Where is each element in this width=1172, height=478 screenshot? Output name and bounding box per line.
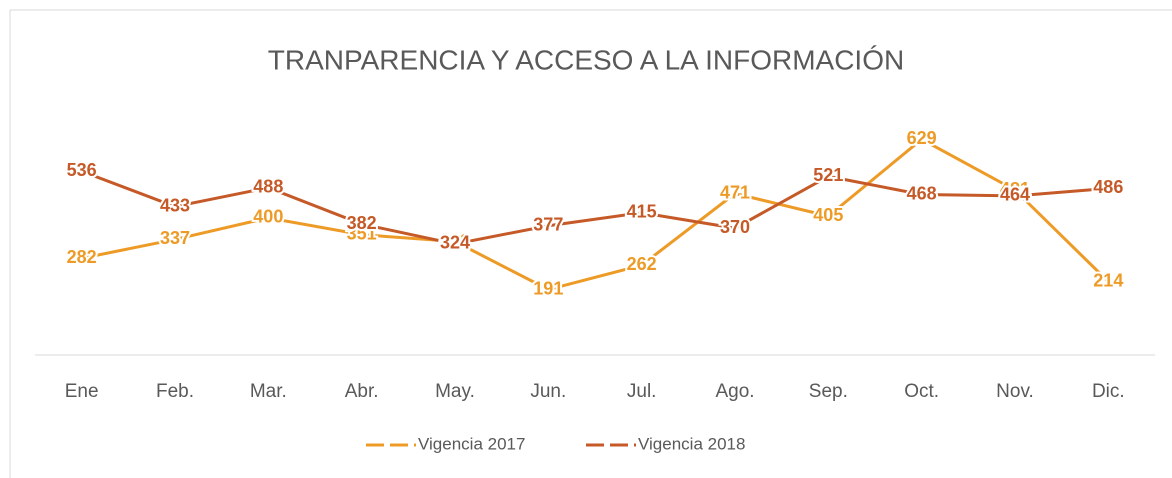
legend-label: Vigencia 2018 xyxy=(638,434,745,453)
x-tick-label: Jun. xyxy=(530,381,566,402)
data-label: 324 xyxy=(440,233,470,253)
data-label: 415 xyxy=(627,201,657,221)
data-label: 433 xyxy=(160,195,190,215)
data-label: 331 xyxy=(440,230,470,250)
data-label: 191 xyxy=(533,278,563,298)
data-label: 481 xyxy=(1000,179,1030,199)
x-tick-label: Dic. xyxy=(1092,381,1125,402)
x-tick-label: Jul. xyxy=(627,381,657,402)
data-label: 351 xyxy=(347,223,377,243)
data-label: 471 xyxy=(720,182,750,202)
x-tick-label: Sep. xyxy=(809,381,848,402)
data-label: 337 xyxy=(160,228,190,248)
data-label: 370 xyxy=(720,217,750,237)
data-label: 405 xyxy=(813,205,843,225)
data-label: 282 xyxy=(67,247,97,267)
data-label: 488 xyxy=(253,176,283,196)
x-tick-label: Oct. xyxy=(904,381,939,402)
data-label: 214 xyxy=(1093,270,1123,290)
data-label: 486 xyxy=(1093,177,1123,197)
legend-label: Vigencia 2017 xyxy=(418,434,525,453)
x-tick-label: Ene xyxy=(65,381,99,402)
data-label: 382 xyxy=(347,213,377,233)
data-label: 400 xyxy=(253,207,283,227)
data-label: 468 xyxy=(907,183,937,203)
chart-title: TRANPARENCIA Y ACCESO A LA INFORMACIÓN xyxy=(268,44,904,75)
x-tick-label: Ago. xyxy=(715,381,754,402)
x-tick-label: May. xyxy=(435,381,475,402)
series-line xyxy=(81,169,1109,246)
x-tick-label: Mar. xyxy=(250,381,287,402)
data-label: 521 xyxy=(813,165,843,185)
data-label: 464 xyxy=(1000,185,1030,205)
x-tick-label: Nov. xyxy=(996,381,1034,402)
data-label: 377 xyxy=(533,214,563,234)
data-label: 262 xyxy=(627,254,657,274)
data-label: 536 xyxy=(67,160,97,180)
x-tick-label: Abr. xyxy=(345,381,379,402)
data-label: 629 xyxy=(907,128,937,148)
x-tick-label: Feb. xyxy=(156,381,194,402)
series-line xyxy=(81,137,1110,292)
